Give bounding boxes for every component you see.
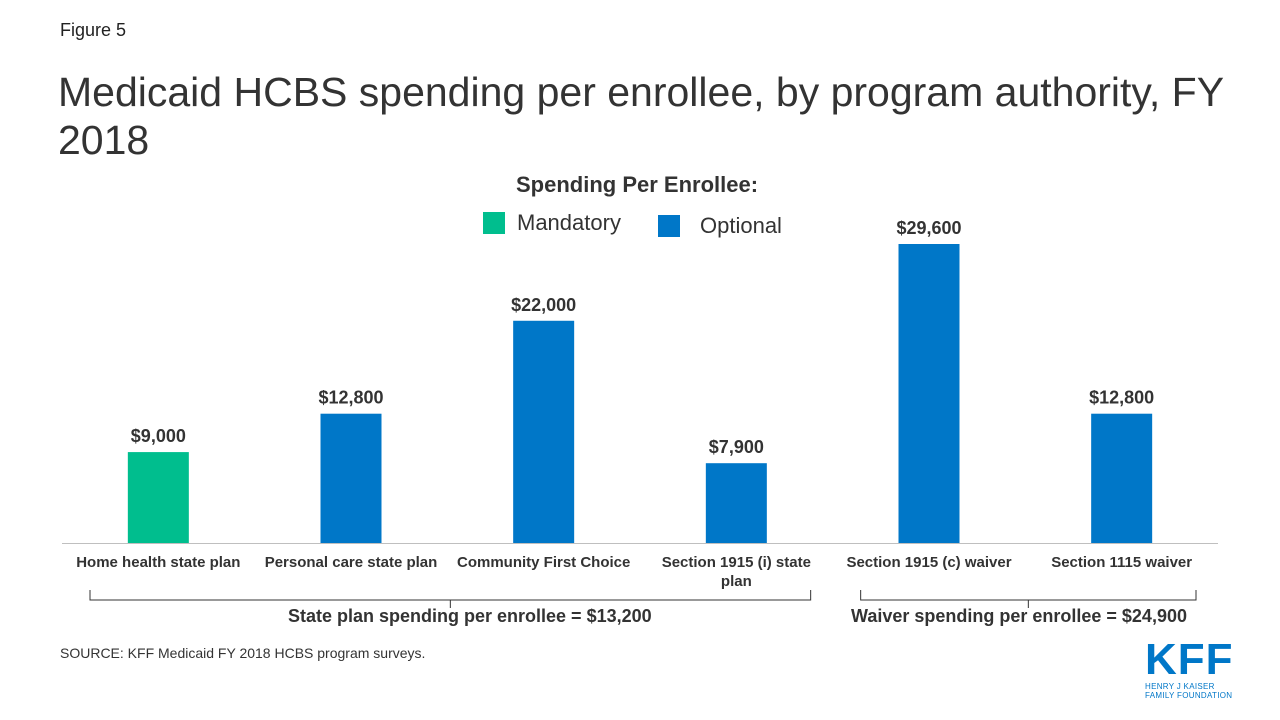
category-label-2: Community First Choice — [457, 554, 630, 571]
bar-4 — [898, 244, 960, 543]
logo-line-1: HENRY J KAISER — [1145, 682, 1215, 691]
bar-value-label-1: $12,800 — [318, 388, 383, 408]
group-label-state-plan: State plan spending per enrollee = $13,2… — [288, 606, 652, 626]
bar-1 — [320, 413, 382, 543]
category-label-3: Section 1915 (i) state plan — [662, 554, 811, 590]
legend-item-mandatory: Mandatory — [483, 208, 621, 238]
bar-5 — [1091, 413, 1153, 543]
bar-value-label-0: $9,000 — [131, 426, 186, 446]
bar-2 — [513, 320, 575, 543]
group-bracket-0 — [89, 590, 812, 608]
kff-logo: KFF HENRY J KAISER FAMILY FOUNDATION — [1145, 635, 1240, 701]
group-label-waiver: Waiver spending per enrollee = $24,900 — [851, 606, 1187, 626]
bar-0 — [127, 452, 189, 543]
legend-swatch-optional — [658, 215, 680, 237]
chart-title: Medicaid HCBS spending per enrollee, by … — [58, 69, 1224, 163]
source-note: SOURCE: KFF Medicaid FY 2018 HCBS progra… — [60, 645, 426, 661]
bar-3 — [705, 463, 767, 543]
bar-value-label-2: $22,000 — [511, 295, 576, 315]
legend-swatch-mandatory — [483, 212, 505, 234]
category-label-5: Section 1115 waiver — [1051, 554, 1192, 571]
category-label-0: Home health state plan — [76, 554, 240, 571]
logo-wordmark: KFF — [1145, 635, 1234, 684]
bar-value-label-4: $29,600 — [896, 218, 961, 238]
legend-label-optional: Optional — [700, 213, 782, 238]
legend-title: Spending Per Enrollee: — [516, 172, 759, 197]
bar-value-label-5: $12,800 — [1089, 388, 1154, 408]
legend-item-optional: Optional — [658, 211, 782, 241]
category-label-1: Personal care state plan — [265, 554, 438, 571]
category-label-4: Section 1915 (c) waiver — [846, 554, 1011, 571]
logo-line-2: FAMILY FOUNDATION — [1145, 691, 1233, 700]
group-bracket-1 — [860, 590, 1197, 608]
figure-label: Figure 5 — [60, 20, 127, 40]
legend-label-mandatory: Mandatory — [517, 210, 621, 235]
bar-value-label-3: $7,900 — [709, 437, 764, 457]
